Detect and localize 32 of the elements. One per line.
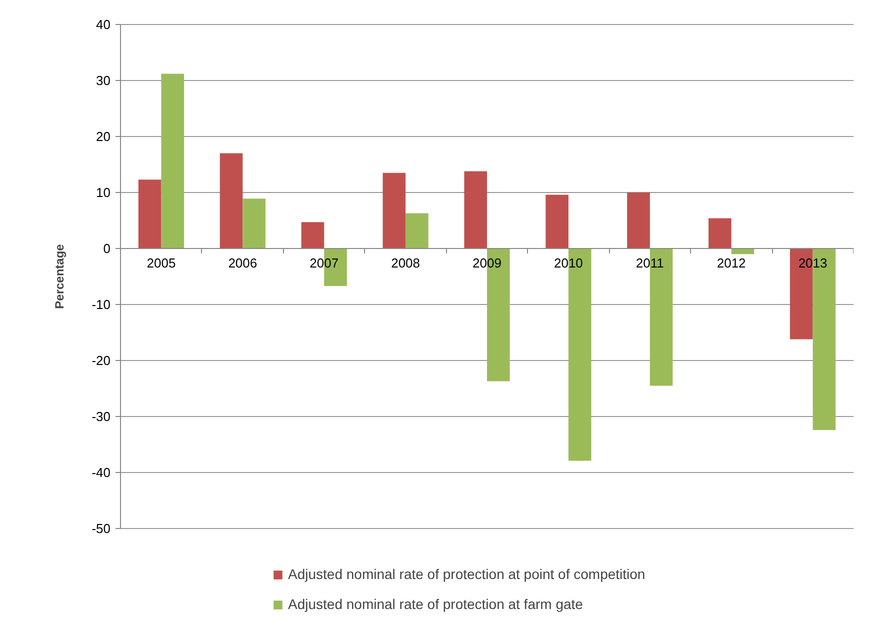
x-tick-label: 2012 xyxy=(716,256,746,270)
bar xyxy=(708,218,732,248)
y-tick-label: 10 xyxy=(96,185,111,200)
y-tick-label: 30 xyxy=(96,73,111,88)
bar xyxy=(220,153,243,248)
legend-label: Adjusted nominal rate of protection at point of competition xyxy=(288,566,646,582)
y-tick-label: -10 xyxy=(92,297,111,312)
x-tick-label: 2005 xyxy=(146,256,176,270)
y-tick-label: -50 xyxy=(92,521,111,536)
y-tick-label: -20 xyxy=(92,353,111,368)
y-tick-label: -30 xyxy=(92,409,111,424)
bar xyxy=(161,74,184,248)
y-axis-title: Percentage xyxy=(52,244,67,309)
y-tick-label: 40 xyxy=(96,17,111,32)
x-tick-label: 2010 xyxy=(554,256,583,270)
legend-label: Adjusted nominal rate of protection at farm gate xyxy=(288,596,583,612)
bar xyxy=(382,172,406,248)
y-tick-label: 0 xyxy=(103,241,111,256)
bar xyxy=(138,180,162,248)
x-tick-label: 2009 xyxy=(472,256,502,270)
bar xyxy=(627,192,650,248)
bar xyxy=(464,171,487,248)
bar xyxy=(546,194,568,248)
x-tick-label: 2007 xyxy=(310,256,339,270)
x-tick-label: 2011 xyxy=(636,256,664,270)
x-tick-label: 2006 xyxy=(228,256,258,270)
y-tick-label: 20 xyxy=(96,129,111,144)
bar xyxy=(406,213,428,248)
bar xyxy=(301,222,324,248)
x-tick-label: 2008 xyxy=(391,256,420,270)
bar xyxy=(242,198,266,248)
y-tick-label: -40 xyxy=(92,465,111,480)
